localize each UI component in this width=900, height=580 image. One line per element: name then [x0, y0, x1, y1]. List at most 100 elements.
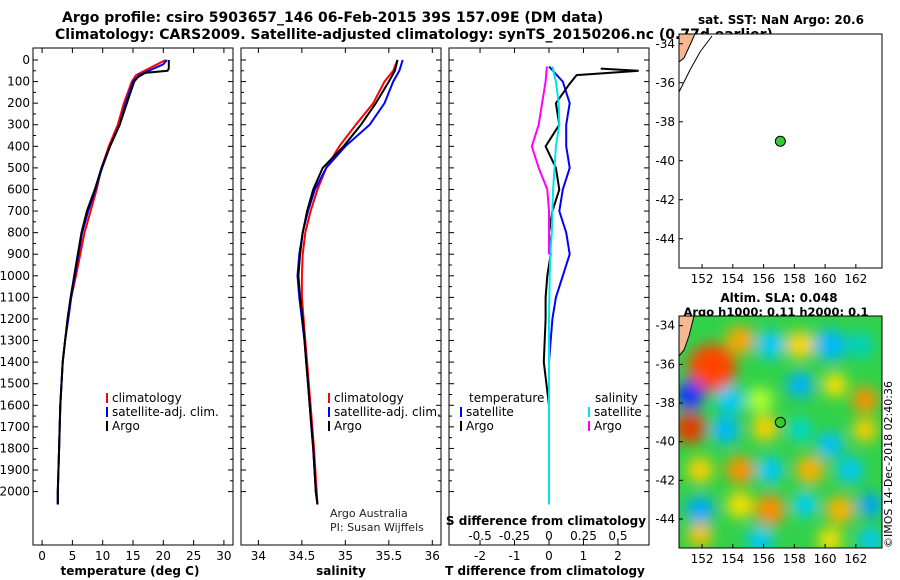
sla-anomaly-blob — [818, 528, 842, 548]
salinity-plot-frame — [240, 47, 442, 546]
difference-xtick-label: 2 — [614, 549, 622, 563]
depth-tick-label: 400 — [7, 139, 30, 153]
sla-anomaly-blob — [679, 381, 704, 409]
sla-anomaly-blob — [688, 344, 736, 392]
temperature-xtick-label: 30 — [216, 549, 231, 563]
sla-anomaly-blob — [686, 496, 714, 524]
temperature-axis-label: temperature (deg C) — [61, 564, 200, 578]
sla-map-xtick-label: 152 — [691, 552, 714, 566]
depth-tick-label: 300 — [7, 118, 30, 132]
sla-anomaly-blob — [687, 457, 713, 483]
difference-series-T-satellite — [548, 65, 571, 505]
sla-anomaly-blob — [852, 387, 878, 413]
sla-anomaly-blob — [752, 415, 778, 441]
sst-map-ytick-label: -34 — [655, 37, 675, 51]
depth-tick-label: 1700 — [0, 420, 30, 434]
salinity-diff-tick-label: 0.5 — [608, 529, 627, 543]
sst-map-ytick-label: -36 — [655, 76, 675, 90]
salinity-xtick-label: 35 — [338, 549, 353, 563]
sla-anomaly-blob — [688, 523, 712, 547]
sla-map-title: Altim. SLA: 0.048 — [720, 291, 837, 305]
sla-map-ytick-label: -38 — [655, 396, 675, 410]
depth-tick-label: 1800 — [0, 441, 30, 455]
title-line-2: Climatology: CARS2009. Satellite-adjuste… — [55, 27, 773, 43]
temperature-series-satellite-adj-clim- — [56, 59, 168, 505]
depth-tick-label: 1300 — [0, 334, 30, 348]
sst-map-frame — [678, 33, 883, 269]
temperature-legend-climatology-label: climatology — [112, 391, 182, 405]
credit-text-line-2: PI: Susan Wijffels — [330, 521, 424, 534]
salinity-series-climatology — [300, 59, 399, 505]
difference-legend-t-argo-label: Argo — [466, 419, 494, 433]
depth-tick-label: 1100 — [0, 290, 30, 304]
salinity-diff-tick-label: 0.25 — [570, 529, 597, 543]
difference-xtick-label: 0 — [545, 549, 553, 563]
depth-tick-label: 1400 — [0, 355, 30, 369]
legend-salinity-title: salinity — [595, 391, 638, 405]
sla-anomaly-blob — [747, 527, 773, 548]
difference-xtick-label: -2 — [474, 549, 486, 563]
sla-anomaly-blob — [837, 457, 863, 483]
depth-tick-label: 800 — [7, 226, 30, 240]
salinity-diff-tick-label: -0.5 — [468, 529, 491, 543]
sst-map-ytick-label: -42 — [655, 193, 675, 207]
temperature-legend-argo-label: Argo — [112, 419, 140, 433]
sla-anomaly-blob — [726, 326, 754, 354]
sla-map-ytick-label: -36 — [655, 357, 675, 371]
sla-map-ytick-label: -44 — [655, 512, 675, 526]
sla-map-frame — [678, 315, 883, 549]
salinity-diff-tick-label: 0 — [545, 529, 553, 543]
sla-anomaly-blob — [858, 493, 882, 517]
depth-tick-label: 600 — [7, 182, 30, 196]
depth-tick-label: 900 — [7, 247, 30, 261]
sla-map-xtick-label: 160 — [814, 552, 837, 566]
sla-map-xtick-label: 156 — [752, 552, 775, 566]
temperature-series-Argo — [56, 60, 170, 505]
difference-legend-s-satellite-label: satellite — [594, 405, 642, 419]
temperature-legend-satellite-label: satellite-adj. clim. — [112, 405, 219, 419]
sla-anomaly-blob — [796, 456, 824, 484]
sla-anomaly-blob — [711, 416, 739, 444]
temperature-xtick-label: 10 — [95, 549, 110, 563]
depth-tick-label: 2000 — [0, 485, 30, 499]
depth-tick-label: 1200 — [0, 312, 30, 326]
temperature-xtick-label: 5 — [69, 549, 77, 563]
sla-anomaly-blob — [817, 432, 843, 458]
difference-xtick-label: 1 — [580, 549, 588, 563]
salinity-xtick-label: 34.5 — [289, 549, 316, 563]
salinity-xtick-label: 35.5 — [375, 549, 402, 563]
sla-anomaly-blob — [858, 528, 882, 548]
sla-anomaly-blob — [757, 457, 783, 483]
sla-anomaly-blob — [814, 329, 846, 361]
sst-map-xtick-label: 152 — [691, 272, 714, 286]
sla-anomaly-blob — [716, 386, 744, 414]
sla-map-xtick-label: 158 — [783, 552, 806, 566]
difference-legend-t-satellite-label: satellite — [466, 405, 514, 419]
depth-tick-label: 700 — [7, 204, 30, 218]
temperature-difference-axis-label: T difference from climatology — [445, 564, 645, 578]
sst-map-contour — [678, 35, 713, 93]
sst-float-marker — [774, 135, 786, 147]
salinity-difference-axis-label: S difference from climatology — [446, 514, 646, 528]
sla-map-ytick-label: -34 — [655, 319, 675, 333]
salinity-series-Argo — [297, 59, 399, 505]
salinity-axis-label: salinity — [316, 564, 366, 578]
sla-anomaly-blob — [679, 412, 706, 444]
temperature-xtick-label: 25 — [186, 549, 201, 563]
sla-anomaly-blob — [787, 372, 813, 398]
sla-anomaly-blob — [826, 496, 854, 524]
depth-tick-label: 1600 — [0, 398, 30, 412]
salinity-xtick-label: 36 — [425, 549, 440, 563]
sst-map-xtick-label: 160 — [814, 272, 837, 286]
sla-map-field — [679, 326, 882, 548]
sla-float-marker — [774, 416, 786, 428]
depth-tick-label: 500 — [7, 161, 30, 175]
temperature-xtick-label: 0 — [38, 549, 46, 563]
legend-temperature-title: temperature — [469, 391, 544, 405]
depth-tick-label: 1000 — [0, 269, 30, 283]
sla-anomaly-blob — [726, 456, 754, 484]
sla-anomaly-blob — [788, 418, 812, 442]
sst-map-xtick-label: 154 — [721, 272, 744, 286]
depth-tick-label: 1500 — [0, 377, 30, 391]
